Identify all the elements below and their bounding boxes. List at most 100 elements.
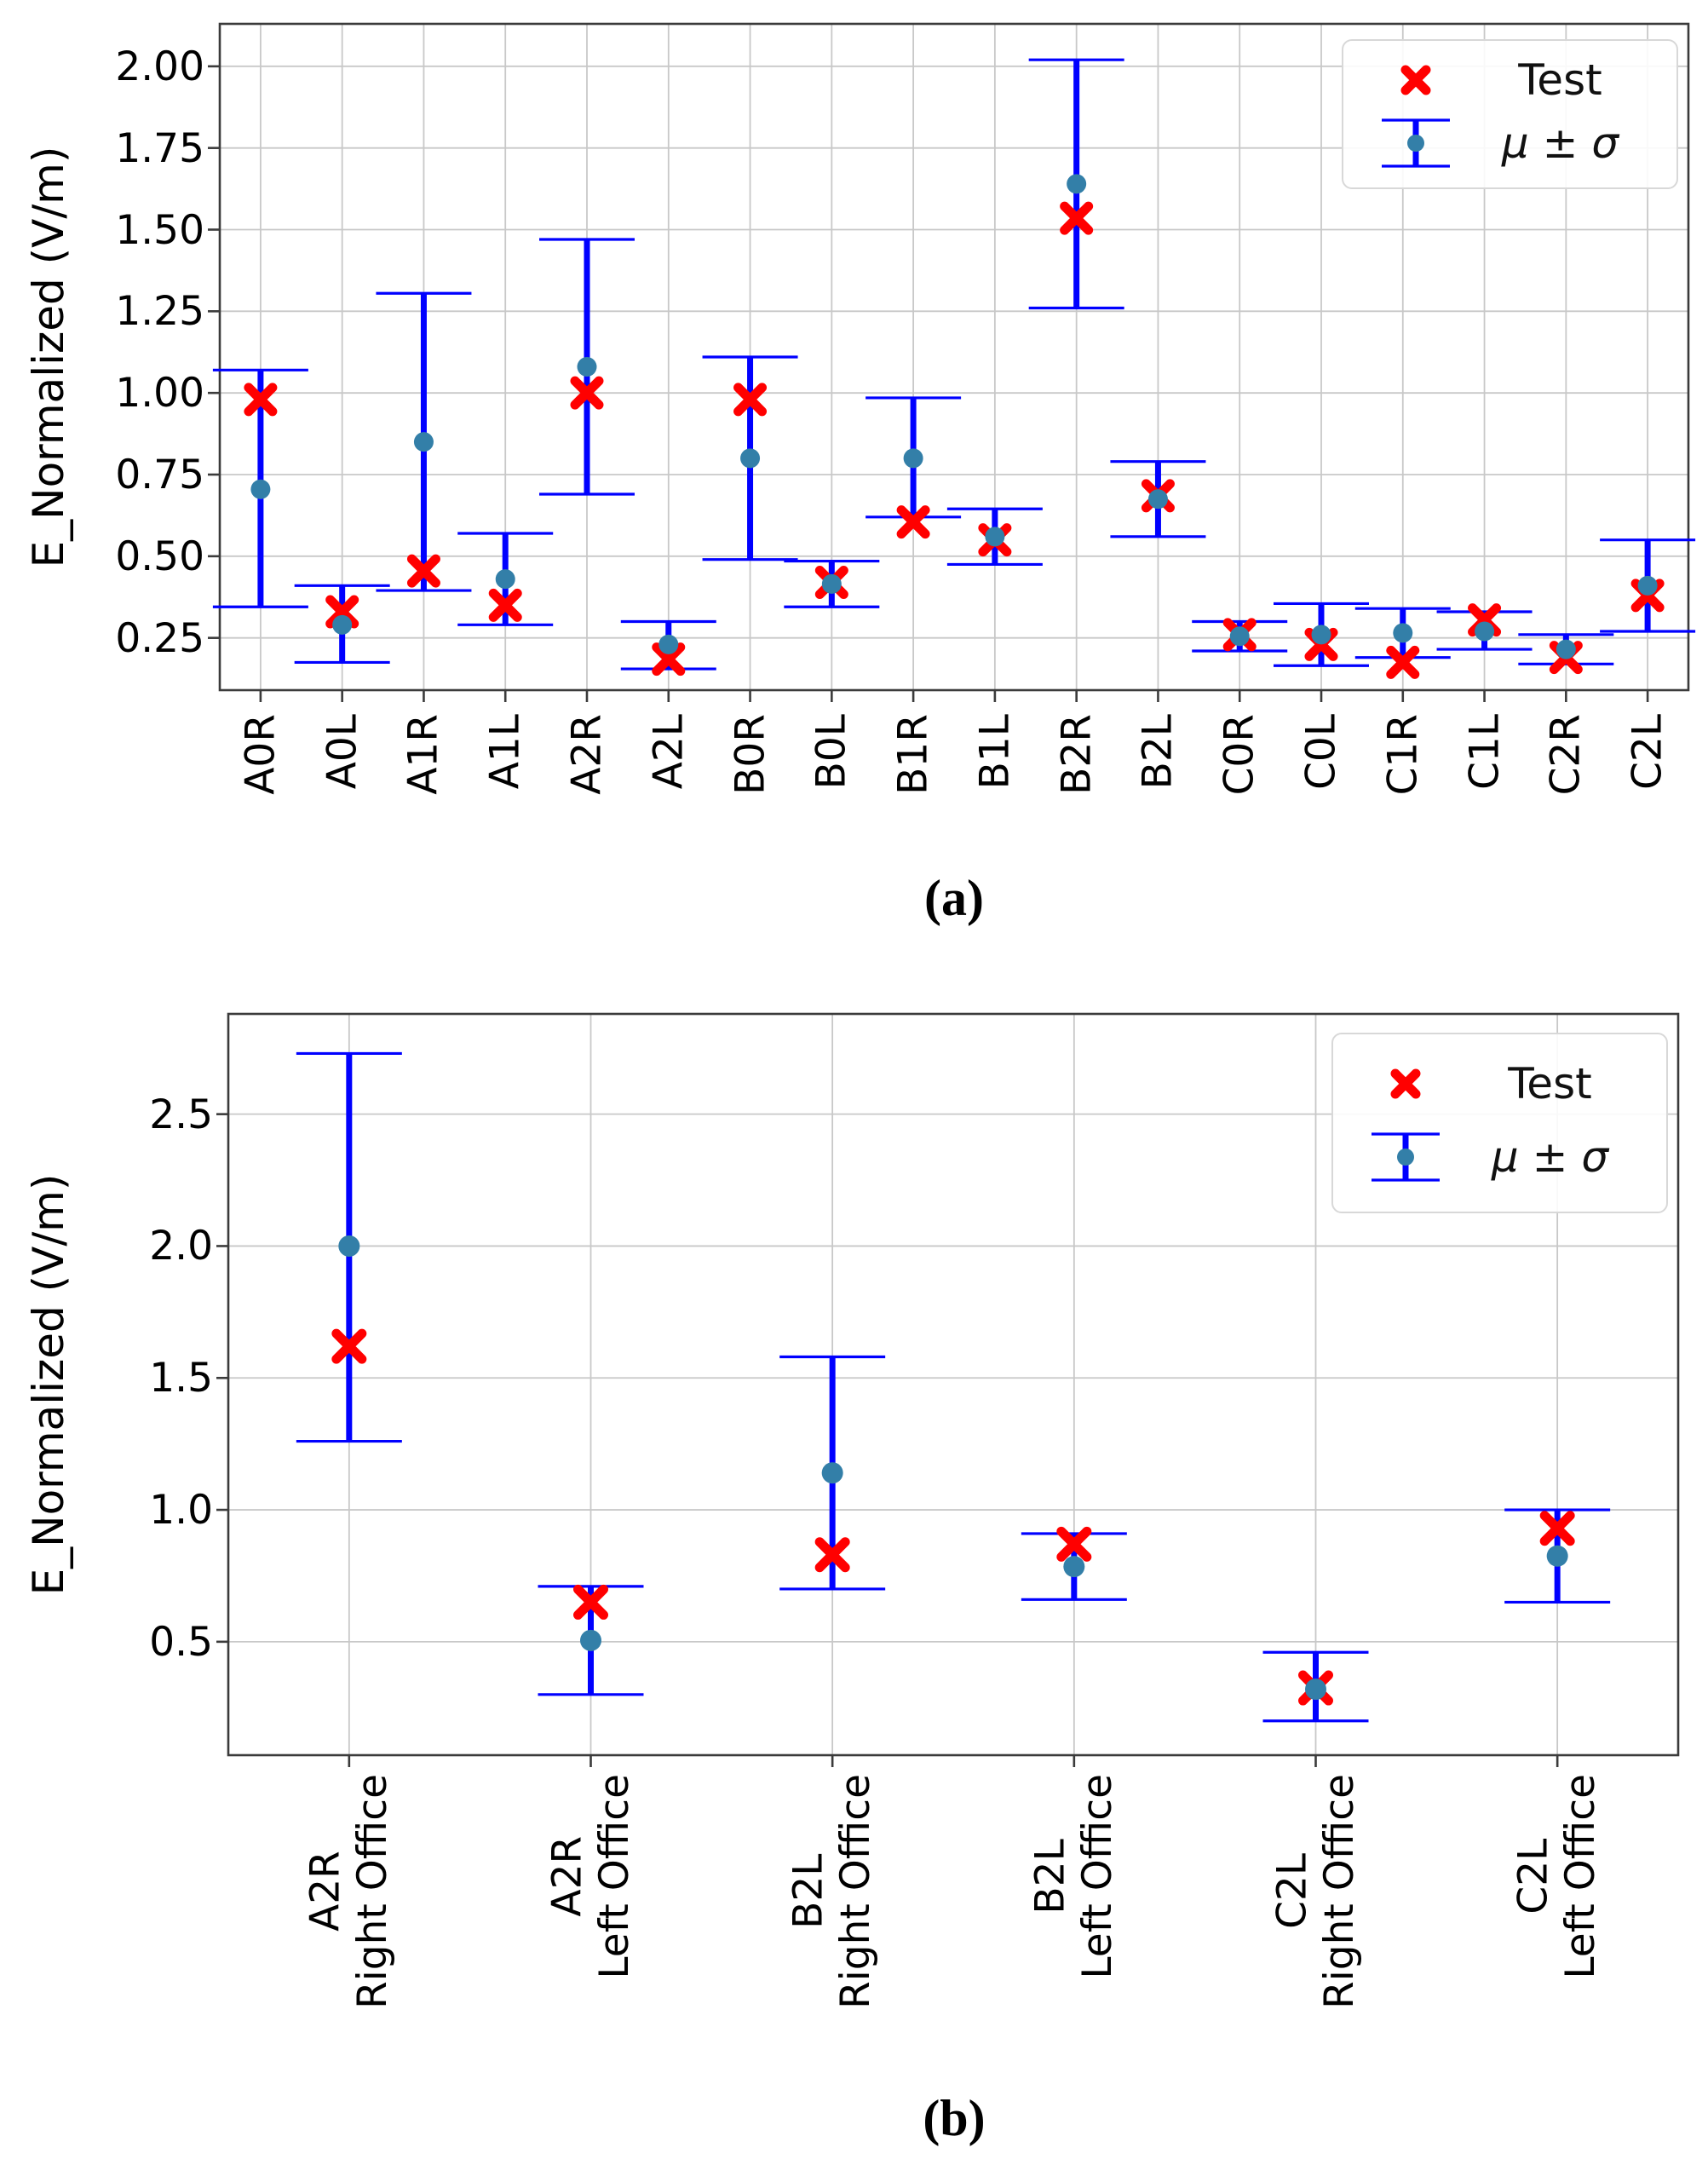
- mean-dot: [1229, 626, 1250, 647]
- x-tick-label: A1L: [481, 714, 528, 789]
- x-tick-label: C0R: [1216, 714, 1262, 795]
- y-tick-label: 1.25: [115, 288, 204, 336]
- mean-dot: [658, 634, 679, 654]
- mean-dot: [1067, 174, 1087, 194]
- mean-dot: [1305, 1678, 1326, 1701]
- x-tick-label: A2R Left Office: [543, 1774, 638, 1979]
- caption-b: (b): [923, 2090, 986, 2146]
- x-tick-label: B2L: [1135, 714, 1182, 789]
- mean-dot: [332, 614, 353, 635]
- test-marker: [1539, 1511, 1575, 1546]
- errorbar-sample-icon: [1355, 1127, 1456, 1187]
- plot-spines: [218, 22, 1690, 692]
- test-marker: [570, 376, 604, 410]
- mean-dot: [338, 1235, 360, 1257]
- x-tick-label: B1L: [971, 714, 1018, 789]
- x-tick-label: C2L Left Office: [1510, 1774, 1605, 1979]
- x-tick-label-text: C2L: [1624, 714, 1671, 790]
- y-tick-label: 0.25: [115, 614, 204, 662]
- x-tick-label-text: C1L: [1460, 714, 1508, 790]
- test-marker: [1386, 645, 1420, 679]
- x-tick-label-text: B2L Left Office: [1027, 1774, 1121, 1979]
- x-tick-label-text: A0R: [237, 714, 285, 795]
- mean-dot: [1147, 489, 1168, 510]
- mean-dot: [580, 1629, 601, 1651]
- mean-dot: [250, 479, 271, 499]
- test-marker: [814, 1537, 850, 1573]
- x-tick-label-text: A2R Right Office: [302, 1774, 396, 2009]
- x-tick-label-text: B0R: [726, 714, 773, 795]
- y-tick-label: 0.75: [115, 452, 204, 498]
- y-tick-label: 1.75: [115, 124, 204, 172]
- x-tick-label-text: C2R: [1542, 714, 1590, 796]
- x-tick-label: C1R: [1379, 714, 1426, 795]
- x-tick-label-text: C0R: [1216, 714, 1263, 796]
- x-tick-label-text: B1L: [971, 714, 1019, 790]
- mean-dot: [495, 569, 515, 590]
- test-marker: [1056, 1526, 1092, 1562]
- x-tick-label: C2L Right Office: [1268, 1774, 1363, 2009]
- y-tick-label: 2.5: [149, 1091, 213, 1138]
- x-tick-label-text: A2R Left Office: [543, 1774, 638, 1979]
- x-tick-label-text: A0L: [318, 714, 365, 790]
- x-tick-label: A0L: [319, 714, 365, 789]
- x-tick-label: C0L: [1297, 714, 1344, 790]
- y-tick-label: 2.00: [115, 43, 204, 90]
- x-tick-label-text: C2L Left Office: [1510, 1774, 1605, 1979]
- legend-label-test: Test: [1508, 1059, 1592, 1109]
- x-tick-label-text: A1R: [400, 714, 447, 795]
- legend-a: Test μ ± σ: [1342, 39, 1678, 189]
- x-tick-label: B0L: [808, 714, 855, 789]
- x-tick-label-text: B0L: [808, 714, 855, 790]
- x-tick-label: A1R: [400, 714, 447, 795]
- x-tick-label: C2L: [1624, 714, 1671, 790]
- test-marker: [896, 505, 930, 539]
- test-marker: [573, 1584, 608, 1620]
- x-tick-label-text: B2L: [1134, 714, 1182, 790]
- x-tick-label-text: C2L Right Office: [1268, 1774, 1363, 2009]
- test-marker: [244, 383, 278, 417]
- x-tick-label-text: B2L Right Office: [785, 1774, 880, 2009]
- x-tick-label: B1R: [889, 714, 936, 795]
- mean-dot: [740, 448, 761, 469]
- x-tick-label-text: A1L: [481, 714, 529, 790]
- test-marker: [733, 383, 768, 417]
- plot-spines: [227, 1012, 1680, 1757]
- legend-b: Test μ ± σ: [1331, 1033, 1668, 1213]
- errorbar-sample-icon: [1366, 113, 1466, 173]
- mean-dot: [1311, 625, 1331, 645]
- test-marker: [652, 642, 686, 677]
- mean-dot: [1556, 639, 1576, 659]
- test-marker-icon: [1355, 1065, 1456, 1103]
- x-tick-label-text: A2R: [563, 714, 611, 795]
- test-marker: [1060, 201, 1094, 235]
- y-tick-label: 0.50: [115, 533, 204, 580]
- mean-dot: [1475, 621, 1495, 642]
- y-tick-label: 0.5: [149, 1618, 213, 1666]
- test-marker: [406, 554, 440, 588]
- x-tick-label: B0R: [727, 714, 773, 795]
- x-tick-label: A2L: [645, 714, 692, 789]
- mean-dot: [413, 432, 434, 452]
- mean-dot: [821, 1462, 843, 1484]
- x-tick-label: C1L: [1461, 714, 1508, 790]
- x-tick-label: B2R: [1053, 714, 1100, 795]
- x-tick-label: C2R: [1543, 714, 1590, 795]
- x-tick-label: B2L Right Office: [785, 1774, 880, 2009]
- x-tick-label-text: B1R: [889, 714, 937, 795]
- legend-label-test: Test: [1518, 55, 1602, 106]
- legend-row-test: Test: [1366, 55, 1654, 105]
- mean-dot: [1637, 575, 1658, 596]
- x-tick-label: A2R Right Office: [302, 1774, 396, 2009]
- x-tick-label: B2L Left Office: [1027, 1774, 1121, 1979]
- x-tick-label: A2R: [563, 714, 610, 795]
- y-tick-label: 1.5: [149, 1355, 213, 1402]
- x-tick-label-text: C0L: [1297, 714, 1345, 790]
- test-marker-icon: [1366, 61, 1466, 99]
- x-tick-label-text: A2L: [645, 714, 693, 790]
- caption-a: (a): [924, 870, 984, 926]
- y-tick-label: 1.00: [115, 370, 204, 417]
- legend-label-mu-sigma: μ ± σ: [1501, 118, 1619, 168]
- y-tick-label: 2.0: [149, 1223, 213, 1270]
